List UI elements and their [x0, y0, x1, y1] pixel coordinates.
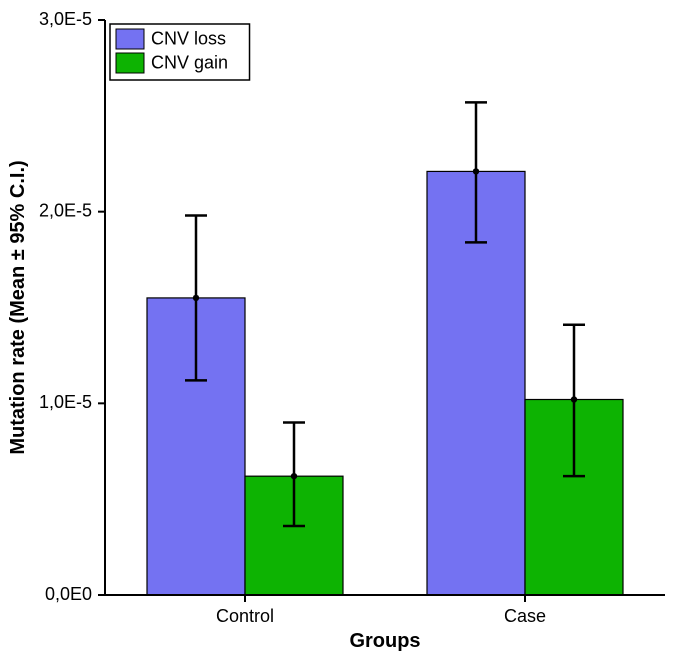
x-axis-title: Groups [349, 630, 420, 652]
chart-container: 0,0E0 1,0E-5 2,0E-5 3,0E-5 Control Case Groups… [0, 0, 685, 662]
y-tick-label: 2,0E-5 [39, 200, 92, 220]
legend-swatch-loss [116, 29, 144, 49]
legend-label-loss: CNV loss [151, 29, 226, 49]
legend: CNV loss CNV gain [110, 24, 250, 80]
x-tick-label: Case [504, 606, 546, 626]
y-tick-label: 1,0E-5 [39, 392, 92, 412]
chart-svg: 0,0E0 1,0E-5 2,0E-5 3,0E-5 Control Case Groups… [0, 0, 685, 662]
x-tick-label: Control [216, 606, 274, 626]
y-tick-label: 0,0E0 [45, 584, 92, 604]
legend-swatch-gain [116, 53, 144, 73]
y-axis-title: Mutation rate (Mean ± 95% C.I.) [7, 160, 29, 454]
legend-label-gain: CNV gain [151, 53, 228, 73]
y-tick-label: 3,0E-5 [39, 9, 92, 29]
